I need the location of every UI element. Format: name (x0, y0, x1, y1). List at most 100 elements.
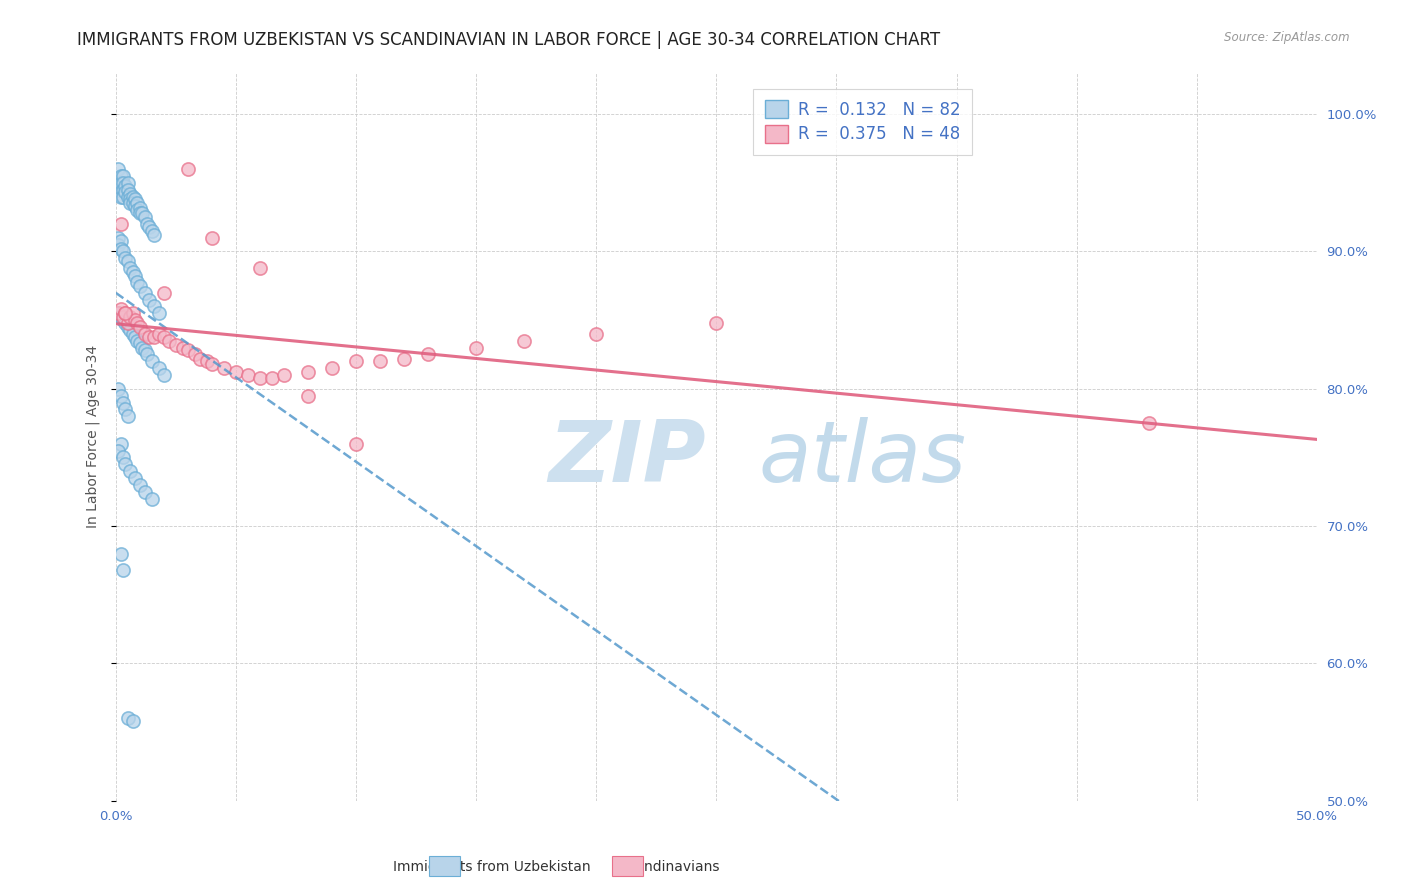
Point (148, 361, 170, 376)
Text: ZIP: ZIP (548, 417, 706, 500)
Point (416, 347, 439, 361)
Point (127, 334, 149, 348)
Point (124, 471, 146, 485)
Point (195, 354, 218, 368)
Point (513, 334, 536, 348)
Point (165, 338, 187, 352)
Point (107, 176, 129, 190)
Point (110, 217, 132, 231)
Point (120, 186, 142, 201)
Point (131, 341, 153, 355)
Point (124, 269, 146, 284)
Point (121, 196, 143, 211)
Point (124, 192, 146, 206)
Text: Immigrants from Uzbekistan: Immigrants from Uzbekistan (392, 860, 591, 874)
Point (107, 382, 129, 396)
Point (134, 210, 156, 224)
Point (249, 260, 271, 275)
Point (138, 329, 160, 343)
Point (128, 206, 150, 220)
Point (128, 278, 150, 293)
Point (465, 341, 488, 355)
Point (107, 162, 129, 177)
Point (114, 306, 136, 320)
Point (114, 306, 136, 320)
Point (143, 329, 166, 343)
Point (114, 316, 136, 330)
Point (111, 450, 134, 465)
Point (153, 329, 176, 343)
Point (121, 265, 143, 279)
Point (172, 341, 194, 355)
Point (704, 316, 727, 330)
Point (177, 343, 200, 358)
Point (114, 458, 136, 472)
Point (107, 183, 129, 197)
Point (107, 306, 129, 320)
Point (236, 368, 259, 382)
Point (110, 302, 132, 317)
Point (201, 231, 224, 245)
Point (184, 347, 207, 361)
Point (212, 361, 235, 376)
Point (134, 484, 156, 499)
Point (134, 326, 156, 341)
Point (111, 189, 134, 203)
Point (117, 320, 139, 334)
Point (124, 313, 146, 327)
Point (114, 402, 136, 417)
Point (136, 217, 159, 231)
Y-axis label: In Labor Force | Age 30-34: In Labor Force | Age 30-34 (86, 345, 100, 528)
Point (127, 316, 149, 330)
Point (110, 234, 132, 248)
Point (120, 323, 142, 337)
Point (138, 219, 160, 234)
Text: Source: ZipAtlas.com: Source: ZipAtlas.com (1225, 31, 1350, 45)
Point (128, 336, 150, 351)
Point (585, 326, 607, 341)
Point (111, 563, 134, 577)
Point (127, 203, 149, 218)
Point (128, 478, 150, 492)
Point (127, 275, 149, 289)
Point (141, 491, 163, 506)
Point (124, 329, 146, 343)
Point (260, 371, 283, 385)
Point (110, 176, 132, 190)
Point (117, 409, 139, 424)
Point (188, 351, 211, 366)
Point (111, 310, 134, 325)
Point (134, 343, 156, 358)
Point (153, 285, 176, 300)
Point (153, 368, 176, 382)
Point (124, 199, 146, 213)
Point (177, 162, 200, 177)
Point (107, 443, 129, 458)
Text: Scandinavians: Scandinavians (619, 860, 718, 874)
Point (143, 300, 166, 314)
Point (107, 231, 129, 245)
Point (111, 313, 134, 327)
Point (114, 178, 136, 193)
Point (111, 176, 134, 190)
Point (1137, 416, 1160, 430)
Point (111, 169, 134, 183)
Point (138, 293, 160, 307)
Point (136, 347, 159, 361)
Point (121, 326, 143, 341)
Point (114, 252, 136, 266)
Point (143, 227, 166, 242)
Point (120, 260, 142, 275)
Point (273, 368, 295, 382)
Point (148, 306, 170, 320)
Point (120, 464, 142, 478)
Text: atlas: atlas (758, 417, 966, 500)
Point (117, 711, 139, 725)
Point (110, 189, 132, 203)
Point (117, 183, 139, 197)
Point (128, 320, 150, 334)
Point (114, 186, 136, 200)
Point (141, 224, 163, 238)
Point (111, 244, 134, 259)
Point (110, 436, 132, 450)
